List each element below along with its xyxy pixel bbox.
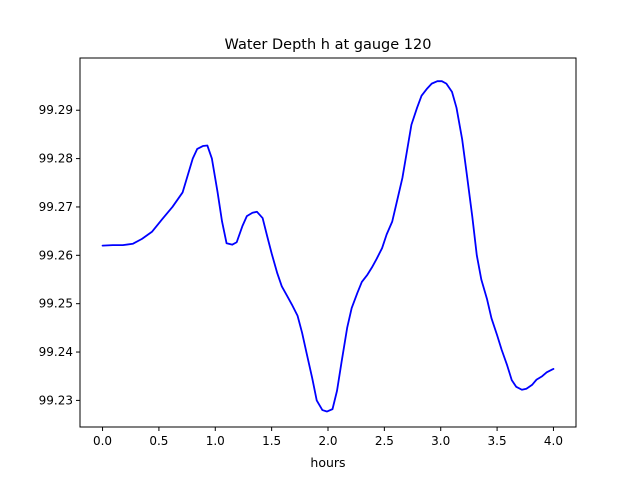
y-tick-label: 99.23 — [39, 393, 73, 407]
y-tick-label: 99.24 — [39, 345, 73, 359]
x-axis-label: hours — [310, 455, 345, 470]
series-line-0 — [101, 80, 555, 413]
x-tick-label: 1.0 — [206, 434, 225, 448]
plot-area: 0.0 0.5 1.0 1.5 2.0 2.5 3.0 3.5 4.0 99.23 99.24 99.… — [39, 57, 577, 448]
y-tick-label: 99.28 — [39, 152, 73, 166]
x-tick-label: 2.0 — [318, 434, 337, 448]
x-tick-label: 1.5 — [262, 434, 281, 448]
chart-title: Water Depth h at gauge 120 — [225, 37, 432, 53]
y-tick-label: 99.29 — [39, 103, 73, 117]
x-tick-label: 2.5 — [375, 434, 394, 448]
y-tick-label: 99.26 — [39, 248, 73, 262]
y-tick-label: 99.25 — [39, 297, 73, 311]
x-tick-label: 3.0 — [431, 434, 450, 448]
x-tick-label: 0.5 — [149, 434, 168, 448]
y-tick-label: 99.27 — [39, 200, 73, 214]
x-tick-label: 4.0 — [544, 434, 563, 448]
x-tick-label: 0.0 — [93, 434, 112, 448]
x-tick-label: 3.5 — [488, 434, 507, 448]
